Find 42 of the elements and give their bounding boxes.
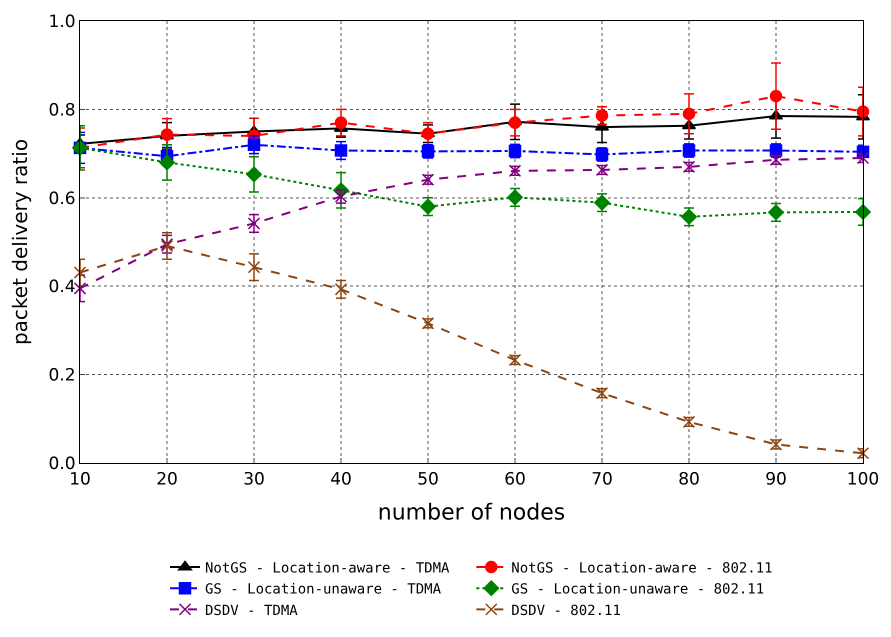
x-tick-label: 70	[591, 469, 613, 490]
y-tick-label: 0.6	[48, 188, 76, 209]
x-tick-label: 40	[330, 469, 352, 490]
point	[334, 144, 348, 157]
point	[334, 283, 348, 296]
x-tick-label: 50	[417, 469, 439, 490]
x-tick-label: 60	[504, 469, 526, 490]
point	[246, 166, 262, 182]
point	[856, 105, 870, 118]
legend-label: DSDV - 802.11	[511, 602, 621, 619]
point	[74, 282, 86, 295]
legend-label: DSDV - TDMA	[205, 602, 298, 619]
point	[248, 217, 260, 230]
x-tick-label: 10	[69, 469, 91, 490]
point	[682, 108, 696, 120]
point	[334, 116, 348, 129]
legend-label: NotGS - Location-aware - 802.11	[511, 560, 773, 576]
y-tick-label: 1.0	[48, 12, 76, 32]
point	[422, 127, 434, 140]
x-tick-label: 100	[846, 469, 880, 490]
point	[248, 260, 260, 274]
legend-label: GS - Location-unaware - 802.11	[511, 582, 764, 598]
x-tick-label: 80	[678, 469, 700, 490]
y-tick-label: 0.2	[48, 366, 76, 386]
y-tick-label: 0.4	[48, 277, 76, 298]
x-tick-label: 20	[156, 469, 178, 490]
x-tick-label: 90	[765, 469, 787, 490]
point	[248, 138, 260, 152]
point	[74, 266, 86, 279]
point	[770, 90, 782, 102]
point	[856, 447, 870, 460]
point	[596, 109, 608, 122]
point	[508, 116, 522, 129]
x-tick-label: 30	[243, 469, 265, 490]
x-axis-title: number of nodes	[378, 500, 566, 526]
point	[855, 204, 871, 220]
y-axis-title: packet delivery ratio	[8, 138, 32, 346]
point	[159, 154, 175, 170]
legend-label: GS - Location-unaware - TDMA	[205, 582, 442, 598]
y-tick-label: 0.8	[48, 100, 76, 120]
point	[856, 152, 870, 164]
legend-label: NotGS - Location-aware - TDMA	[205, 560, 450, 576]
